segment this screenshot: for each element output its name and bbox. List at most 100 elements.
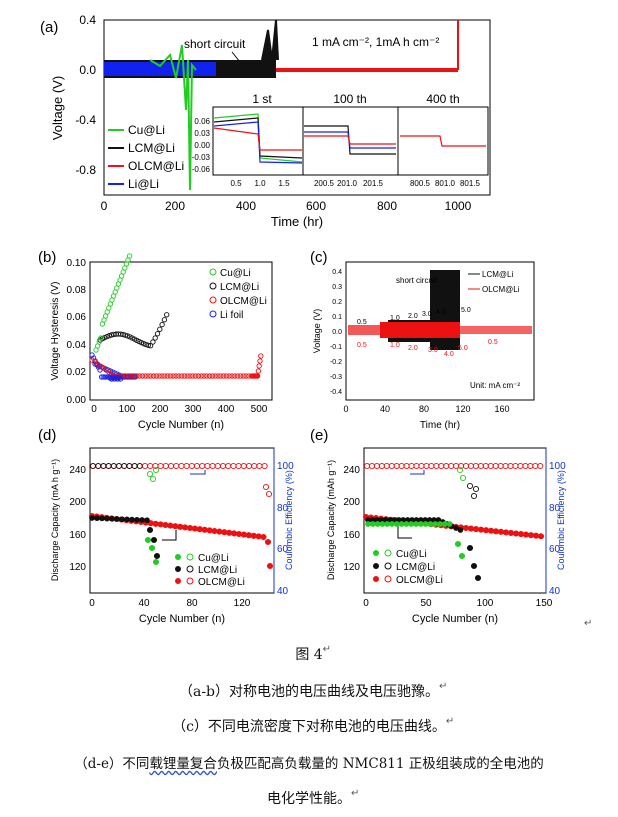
y-tick: 0.0 — [79, 63, 96, 77]
data-point — [124, 516, 130, 523]
data-point — [167, 373, 174, 379]
inset-x-tick: 1.0 — [254, 179, 266, 188]
y-tick: 240 — [69, 465, 86, 476]
panel-d-label: (d) — [38, 427, 56, 444]
paragraph-mark-icon: ↵ — [439, 681, 448, 692]
data-point — [141, 462, 149, 470]
y-tick: 80 — [277, 503, 289, 514]
x-tick: 100 — [119, 404, 136, 415]
y-tick: 40 — [277, 586, 289, 597]
data-point — [492, 462, 499, 470]
rate-label: 5.0 — [458, 345, 468, 352]
olcm-band-mid — [380, 322, 460, 338]
inset-x-tick: 801.5 — [460, 179, 481, 188]
panel-d-ce-arrow — [190, 470, 206, 475]
legend-label: Li foil — [220, 310, 243, 321]
y-tick: 200 — [343, 497, 360, 508]
data-point — [438, 462, 445, 470]
paragraph-mark-icon: ↵ — [322, 644, 332, 655]
x-tick: 100 — [477, 598, 494, 609]
data-point — [225, 462, 232, 470]
panel-b: (b) 0.00 0.02 0.04 0.06 0.08 0.10 0 100 … — [38, 249, 273, 431]
data-point — [527, 532, 535, 539]
x-tick: 150 — [536, 598, 553, 609]
data-point — [240, 531, 247, 538]
data-point — [234, 373, 241, 379]
panel-b-data — [89, 253, 264, 382]
panel-e-ce-arrow — [410, 470, 425, 475]
data-point — [408, 462, 415, 470]
inset-x-tick: 800.5 — [410, 179, 431, 188]
panel-b-xlabel: Cycle Number (n) — [138, 419, 224, 431]
data-point — [389, 521, 395, 527]
y-tick: -0.2 — [330, 359, 342, 366]
data-point — [196, 526, 203, 533]
panel-a-xticks: 0 200 400 600 800 1000 — [101, 199, 472, 213]
data-point — [139, 517, 145, 523]
data-point — [143, 341, 149, 348]
panel-c: (c) 0.4 0.3 0.2 0.1 0.0 -0.1 -0.2 -0.3 -… — [310, 249, 535, 431]
data-point — [190, 373, 196, 379]
y-tick: 0.04 — [67, 340, 87, 351]
data-point — [462, 462, 470, 470]
caption-line-2: （c）不同电流密度下对称电池的电压曲线。 ↵ — [0, 716, 618, 736]
data-point — [522, 531, 530, 538]
y-tick: 240 — [343, 465, 360, 476]
figure-number: 图 4 ↵ — [0, 644, 618, 664]
panel-a-yticks: 0.4 0.0 -0.4 -0.8 — [75, 13, 96, 177]
data-point — [512, 530, 520, 537]
data-point — [120, 331, 126, 338]
data-point — [154, 331, 161, 337]
data-point — [144, 517, 150, 524]
data-point — [191, 525, 198, 532]
x-tick: 80 — [186, 598, 198, 609]
data-point — [201, 373, 207, 379]
short-circuit-arrow — [231, 51, 241, 63]
data-point — [126, 463, 133, 469]
data-point — [183, 462, 190, 470]
x-tick: 1000 — [445, 199, 472, 213]
legend-label: LCM@Li — [482, 270, 513, 279]
data-point — [146, 526, 154, 534]
data-point — [422, 521, 429, 527]
y-tick: -0.1 — [330, 344, 342, 351]
data-point — [176, 373, 182, 379]
y-tick: 160 — [69, 530, 86, 541]
paragraph-mark-icon: ↵ — [351, 788, 360, 799]
panel-d-xticks: 0 40 80 120 — [89, 598, 251, 609]
data-point — [131, 463, 138, 469]
rate-label: 0.5 — [357, 319, 367, 326]
data-point — [150, 536, 158, 544]
data-point — [470, 562, 478, 570]
data-point — [373, 462, 380, 470]
data-point — [119, 516, 125, 523]
data-point — [95, 463, 102, 469]
data-point — [467, 462, 475, 470]
data-point — [384, 521, 391, 527]
data-point — [432, 521, 439, 527]
panel-e-xticks: 0 50 100 150 — [363, 598, 553, 609]
data-point — [235, 530, 243, 538]
panel-c-label: (c) — [310, 249, 328, 266]
x-tick: 0 — [101, 199, 108, 213]
inset-x-tick: 201.5 — [363, 179, 384, 188]
data-point — [512, 462, 519, 470]
data-point — [89, 515, 95, 521]
y-tick: 0.08 — [67, 285, 87, 296]
caption-text: 负极匹配高负载量的 NMC811 正极组装成的全电池的 — [216, 756, 544, 772]
data-point — [211, 527, 218, 535]
data-point — [145, 342, 151, 348]
data-point — [470, 492, 478, 500]
data-point — [167, 522, 174, 529]
data-point — [216, 528, 223, 535]
data-point — [164, 312, 170, 318]
inset-header: 1 st — [252, 92, 272, 106]
rate-label: 4.0 — [436, 309, 446, 316]
legend-label: Cu@Li — [396, 549, 427, 560]
caption-text: （a-b）对称电池的电压曲线及电压驰豫。 — [178, 684, 440, 700]
data-point — [232, 373, 238, 379]
data-point — [181, 373, 188, 379]
panel-d-data — [88, 462, 274, 570]
data-point — [215, 373, 221, 379]
panel-a-condition: 1 mA cm⁻², 1mA h cm⁻² — [312, 35, 439, 49]
